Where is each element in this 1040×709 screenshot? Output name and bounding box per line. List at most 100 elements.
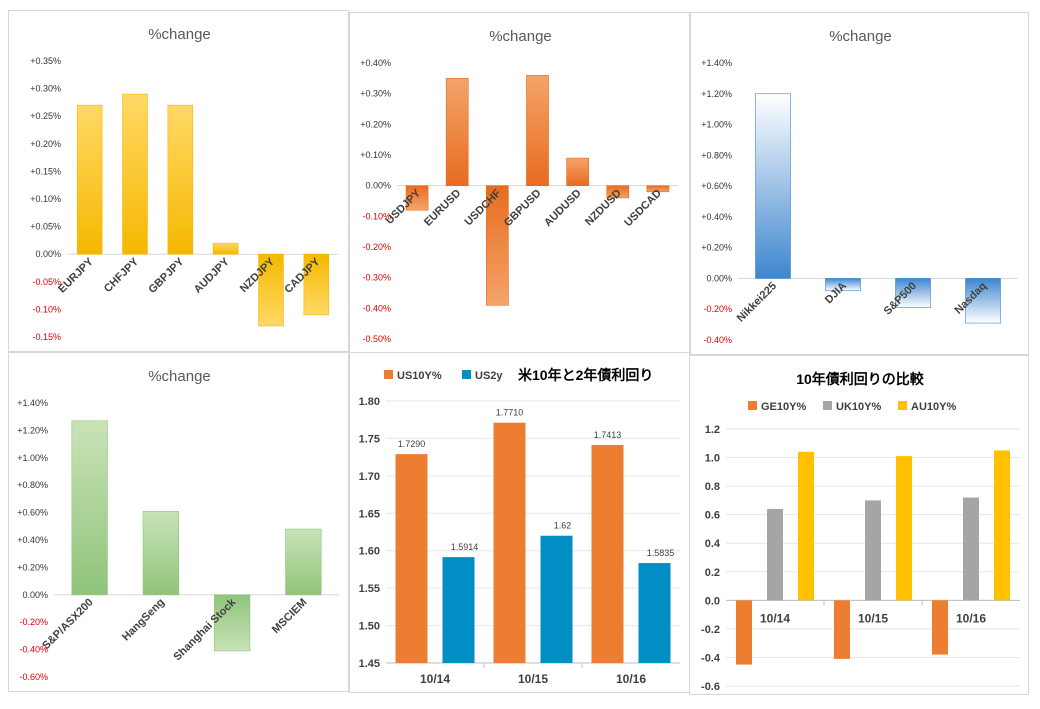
category-label-10-16: 10/16 bbox=[616, 672, 646, 686]
legend-label-uk10y: UK10Y% bbox=[836, 401, 881, 413]
y-tick-label: 1.45 bbox=[359, 658, 380, 670]
data-label-us10y-10-16: 1.7413 bbox=[594, 430, 622, 440]
bar-uk10y-10-14 bbox=[767, 508, 783, 601]
y-tick-label: 1.75 bbox=[359, 433, 380, 445]
y-tick-label: +0.10% bbox=[360, 150, 391, 160]
y-tick-label: +1.20% bbox=[17, 425, 48, 435]
chart-panel-10y-yields: 10年債利回りの比較 GE10Y% UK10Y% AU10Y% 1.2 1.0 0.8 0.6… bbox=[689, 355, 1029, 695]
y-tick-label: 1.0 bbox=[705, 453, 720, 465]
y-tick-label: 1.55 bbox=[359, 583, 380, 595]
bar-usdjpy bbox=[405, 185, 429, 211]
bar-nikkei225 bbox=[755, 93, 791, 279]
y-tick-label: +0.25% bbox=[30, 111, 61, 121]
y-tick-label: +1.40% bbox=[17, 398, 48, 408]
bar-msciem bbox=[285, 528, 322, 596]
y-tick-label: 0.8 bbox=[705, 481, 720, 493]
y-tick-label: +0.35% bbox=[30, 56, 61, 66]
y-tick-label: -0.40% bbox=[362, 303, 391, 313]
bar-hangseng bbox=[142, 510, 179, 596]
y-tick-label: +0.10% bbox=[30, 194, 61, 204]
category-label-audjpy: AUDJPY bbox=[192, 255, 233, 296]
y-tick-label: +0.80% bbox=[701, 150, 732, 160]
y-tick-label: +0.20% bbox=[360, 119, 391, 129]
y-tick-label: +1.20% bbox=[701, 89, 732, 99]
y-tick-label: +1.40% bbox=[701, 58, 732, 68]
chart-us-japan-indices: %change +1.40% +1.20% +1.00% +0.80% +0.60% +0.… bbox=[701, 28, 1018, 345]
y-tick-label: 1.50 bbox=[359, 621, 380, 633]
chart-us-yields: US10Y% US2y 米10年と2年債利回り 1.80 1.75 1.70 1.65 1.6… bbox=[359, 367, 680, 686]
y-tick-label: -0.20% bbox=[19, 617, 48, 627]
bar-eurusd bbox=[445, 78, 469, 186]
legend-swatch-au10y bbox=[898, 401, 907, 410]
y-tick-label: +0.20% bbox=[701, 243, 732, 253]
y-tick-label: +0.15% bbox=[30, 166, 61, 176]
bar-us10y-10-16 bbox=[591, 444, 624, 663]
y-tick-label: -0.10% bbox=[362, 211, 391, 221]
legend-swatch-us10y bbox=[384, 370, 393, 379]
chart-panel-jpy-crosses: %change +0.35% +0.30% +0.25% +0.20% +0.15% +0.… bbox=[8, 10, 349, 352]
legend-swatch-us2y bbox=[462, 370, 471, 379]
y-tick-label: 0.0 bbox=[705, 595, 720, 607]
y-tick-label: -0.4 bbox=[701, 652, 721, 664]
y-tick-label: -0.10% bbox=[32, 304, 61, 314]
chart-title: 10年債利回りの比較 bbox=[796, 371, 925, 387]
bar-ge10y-10-15 bbox=[834, 600, 850, 659]
chart-asia-indices: %change +1.40% +1.20% +1.00% +0.80% +0.60% +0.… bbox=[17, 368, 339, 682]
y-tick-label: +0.20% bbox=[30, 139, 61, 149]
bar-uk10y-10-15 bbox=[865, 500, 881, 601]
category-label-10-14: 10/14 bbox=[760, 611, 790, 625]
y-tick-label: +0.40% bbox=[17, 535, 48, 545]
chart-10y-yields: 10年債利回りの比較 GE10Y% UK10Y% AU10Y% 1.2 1.0 0.8 0.6… bbox=[701, 371, 1020, 693]
data-label-us2y-10-16: 1.5835 bbox=[647, 548, 675, 558]
category-label-s-p-asx200: S&P/ASX200 bbox=[40, 596, 96, 652]
y-tick-label: -0.6 bbox=[701, 681, 720, 693]
data-label-us10y-10-14: 1.7290 bbox=[398, 439, 426, 449]
y-tick-label: +1.00% bbox=[17, 453, 48, 463]
y-tick-label: -0.50% bbox=[362, 334, 391, 344]
y-tick-label: +0.60% bbox=[701, 181, 732, 191]
bar-gbpusd bbox=[526, 74, 549, 186]
legend-label-au10y: AU10Y% bbox=[911, 401, 956, 413]
y-tick-label: -0.40% bbox=[19, 645, 48, 655]
y-tick-label: 0.00% bbox=[365, 181, 391, 191]
chart-title: %change bbox=[148, 368, 211, 385]
chart-title: 米10年と2年債利回り bbox=[518, 367, 653, 383]
bar-eurjpy bbox=[76, 104, 103, 255]
bar-ge10y-10-16 bbox=[932, 600, 948, 655]
bar-nzdjpy bbox=[258, 253, 284, 327]
y-tick-label: +0.30% bbox=[30, 84, 61, 94]
y-tick-label: -0.30% bbox=[362, 273, 391, 283]
y-tick-label: -0.15% bbox=[32, 332, 61, 342]
bar-au10y-10-15 bbox=[896, 456, 912, 601]
y-tick-label: +0.40% bbox=[701, 212, 732, 222]
chart-title: %change bbox=[829, 28, 892, 45]
y-tick-label: -0.20% bbox=[703, 304, 732, 314]
bar-audusd bbox=[566, 157, 589, 186]
category-label-audusd: AUDUSD bbox=[542, 187, 584, 229]
chart-title: %change bbox=[489, 28, 552, 45]
legend-swatch-uk10y bbox=[823, 401, 832, 410]
bar-s-p-asx200 bbox=[71, 420, 108, 596]
y-tick-label: 1.60 bbox=[359, 546, 380, 558]
data-label-us2y-10-15: 1.62 bbox=[554, 521, 572, 531]
y-tick-label: 0.00% bbox=[22, 590, 48, 600]
bar-ge10y-10-14 bbox=[736, 600, 752, 665]
category-label-10-15: 10/15 bbox=[518, 672, 548, 686]
bar-djia bbox=[825, 278, 861, 292]
y-tick-label: 1.65 bbox=[359, 508, 380, 520]
category-label-gbpjpy: GBPJPY bbox=[146, 255, 187, 296]
category-label-chfjpy: CHFJPY bbox=[102, 255, 142, 295]
y-tick-label: 0.2 bbox=[705, 567, 720, 579]
category-label-hangseng: HangSeng bbox=[120, 596, 167, 643]
y-tick-label: 1.70 bbox=[359, 471, 380, 483]
y-tick-label: -0.2 bbox=[701, 624, 720, 636]
y-tick-label: 0.6 bbox=[705, 510, 720, 522]
legend-label-us2y: US2y bbox=[475, 370, 503, 382]
y-tick-label: +0.60% bbox=[17, 508, 48, 518]
bar-audjpy bbox=[212, 242, 239, 255]
y-tick-label: -0.20% bbox=[362, 242, 391, 252]
bar-usdcad bbox=[646, 185, 670, 193]
bar-us2y-10-15 bbox=[540, 535, 573, 663]
chart-panel-asia-indices: %change +1.40% +1.20% +1.00% +0.80% +0.60% +0.… bbox=[8, 352, 349, 692]
y-tick-label: 0.00% bbox=[35, 249, 61, 259]
